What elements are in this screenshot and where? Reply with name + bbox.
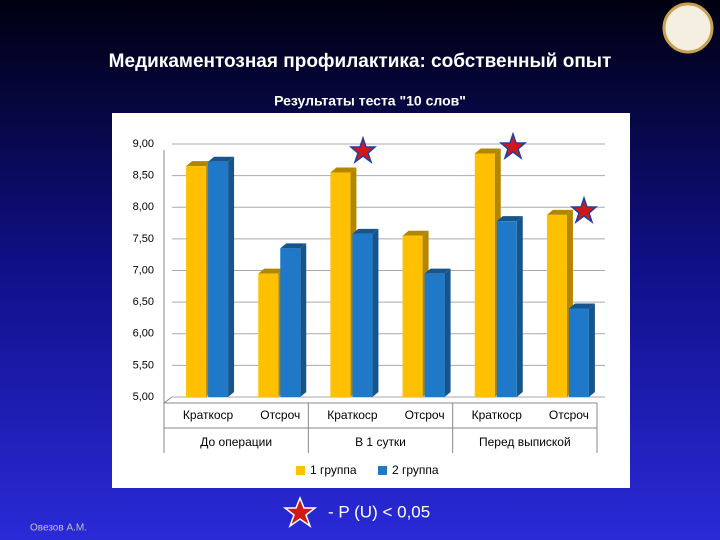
y-tick-label: 5,00 — [133, 391, 154, 403]
bar — [402, 235, 423, 397]
group-label: В 1 сутки — [355, 435, 406, 449]
bar-side — [588, 303, 595, 397]
y-tick-label: 5,50 — [133, 359, 154, 371]
significance-note: - P (U) < 0,05 — [328, 502, 430, 521]
legend-swatch — [378, 466, 387, 475]
bar — [186, 166, 207, 397]
bar-top — [280, 243, 307, 249]
bar-top — [208, 156, 235, 162]
star — [498, 131, 528, 161]
x-tick-label: Краткоср — [472, 408, 523, 422]
footer: Овезов А.М. — [30, 523, 87, 534]
bar-side — [516, 216, 523, 397]
bar-top — [258, 268, 285, 274]
star — [569, 195, 599, 225]
plot: 5,00 5,50 6,00 6,50 7,00 7,50 8,00 8,50 9,00 Крат… — [133, 138, 605, 477]
y-tick-label: 9,00 — [133, 138, 154, 150]
bar-top — [474, 148, 501, 154]
bar — [258, 273, 279, 397]
y-tick-label: 7,50 — [133, 233, 154, 245]
star-legend — [282, 495, 318, 528]
group-label: До операции — [200, 435, 272, 449]
bar-top — [402, 230, 429, 236]
x-tick-label: Краткоср — [327, 408, 378, 422]
bar-side — [372, 228, 379, 397]
slide-title: Медикаментозная профилактика: собственны… — [109, 51, 612, 72]
bar — [496, 221, 517, 397]
bar — [474, 153, 495, 397]
x-tick-label: Краткоср — [183, 408, 234, 422]
bar-top — [568, 303, 595, 309]
bar-top — [424, 268, 451, 274]
bar-side — [228, 156, 235, 397]
bar-side — [300, 243, 307, 397]
x-tick-label: Отсроч — [549, 408, 589, 422]
bar-top — [496, 216, 523, 222]
bar-top — [330, 167, 357, 173]
bar — [352, 233, 373, 397]
chart-title: Результаты теста "10 слов" — [274, 93, 466, 109]
x-tick-label: Отсроч — [405, 408, 445, 422]
bar — [330, 172, 351, 397]
y-tick-label: 7,00 — [133, 264, 154, 276]
y-tick-label: 6,50 — [133, 296, 154, 308]
logo — [662, 2, 714, 54]
group-label: Перед выпиской — [479, 435, 571, 449]
bar — [546, 214, 567, 397]
y-tick-label: 8,00 — [133, 201, 154, 213]
star — [348, 135, 378, 165]
bar — [208, 161, 229, 397]
legend-swatch — [296, 466, 305, 475]
y-tick-label: 8,50 — [133, 170, 154, 182]
y-tick-label: 6,00 — [133, 328, 154, 340]
bar — [568, 308, 589, 397]
bar — [280, 248, 301, 397]
legend-label: 2 группа — [392, 463, 439, 477]
bar-side — [444, 268, 451, 397]
legend-label: 1 группа — [310, 463, 357, 477]
bar-top — [352, 228, 379, 234]
x-tick-label: Отсроч — [260, 408, 300, 422]
bar — [424, 273, 445, 397]
axis-line — [163, 396, 173, 404]
bar-top — [546, 209, 573, 215]
bar-top — [186, 161, 213, 167]
